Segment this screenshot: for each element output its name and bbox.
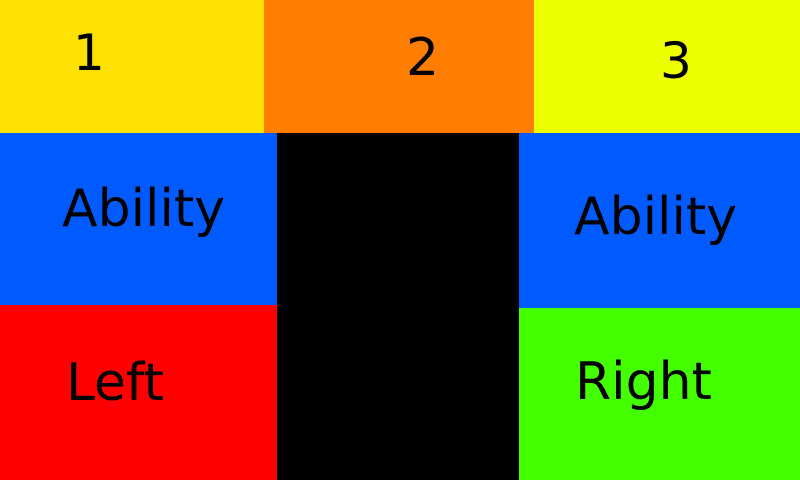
slot-2-button[interactable]: 2 — [264, 0, 534, 133]
move-right-label: Right — [575, 352, 712, 412]
ability-right-label: Ability — [574, 187, 738, 247]
move-right-button[interactable]: Right — [519, 308, 800, 480]
slot-3-button[interactable]: 3 — [534, 0, 800, 133]
slot-1-button[interactable]: 1 — [0, 0, 264, 133]
move-left-label: Left — [66, 353, 164, 413]
ability-right-button[interactable]: Ability — [519, 133, 800, 308]
slot-1-label: 1 — [73, 24, 105, 82]
center-panel — [277, 133, 519, 480]
ability-left-button[interactable]: Ability — [0, 133, 277, 305]
ability-left-label: Ability — [62, 179, 226, 239]
slot-2-label: 2 — [406, 28, 440, 88]
move-left-button[interactable]: Left — [0, 305, 277, 480]
slot-3-label: 3 — [660, 32, 692, 90]
